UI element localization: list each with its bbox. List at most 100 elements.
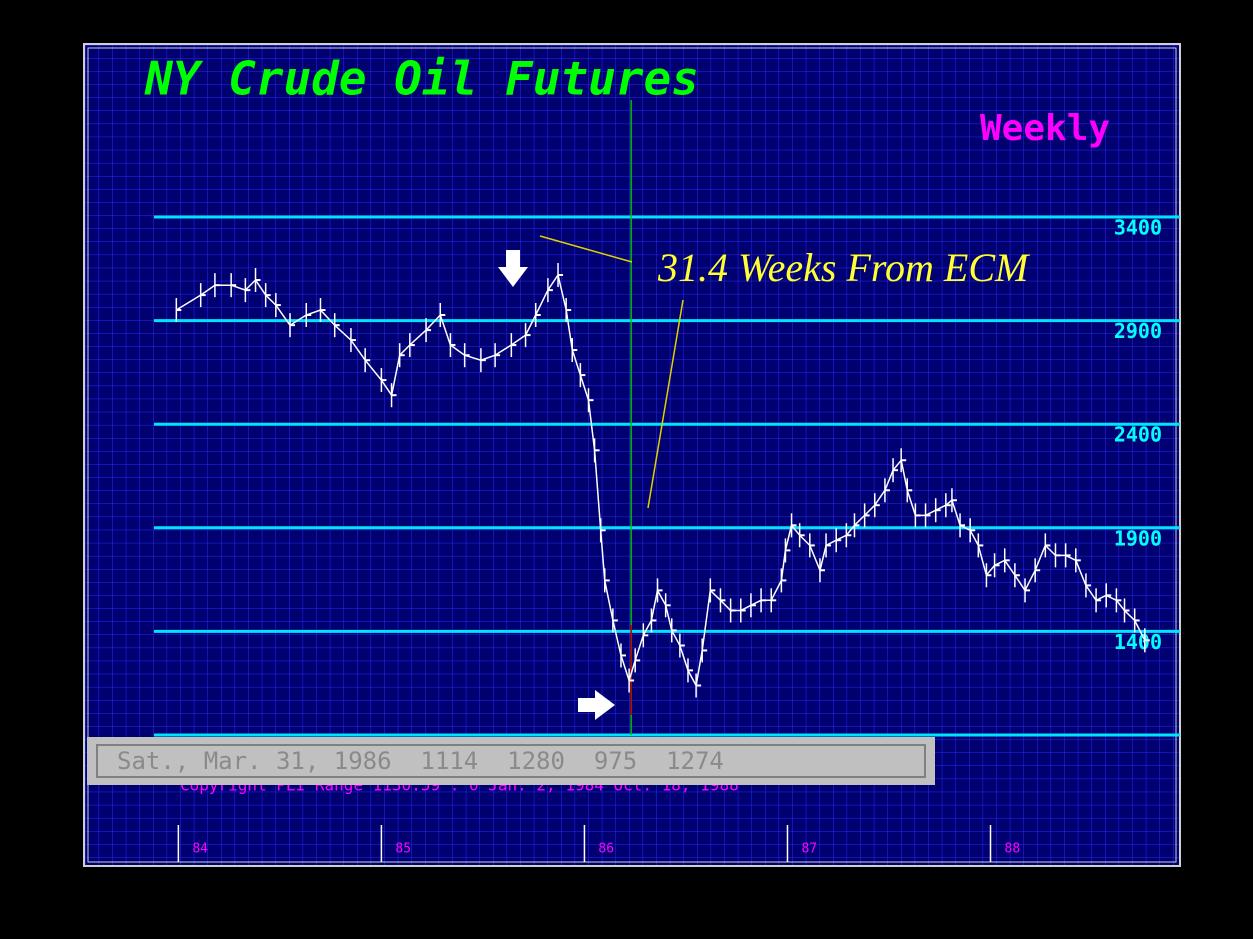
- price-bar: [845, 523, 852, 548]
- price-bar: [709, 578, 716, 603]
- price-bar: [863, 503, 870, 528]
- price-bar: [214, 273, 220, 298]
- price-bar: [449, 333, 456, 358]
- price-bar: [1044, 533, 1051, 558]
- x-tick-label: 88: [1005, 842, 1021, 857]
- chart-title: NY Crude Oil Futures: [144, 52, 699, 106]
- price-bar: [319, 298, 326, 323]
- price-bar: [1095, 588, 1102, 613]
- status-text: Sat., Mar. 31, 1986 1114 1280 975 1274: [117, 747, 724, 775]
- price-bar: [900, 448, 907, 473]
- price-bar: [729, 598, 736, 623]
- price-bar: [740, 598, 746, 623]
- price-bar: [770, 588, 777, 613]
- price-bar: [701, 638, 708, 663]
- price-bar: [480, 348, 486, 373]
- price-bar: [679, 633, 685, 658]
- price-bar: [593, 438, 600, 463]
- price-bar: [853, 513, 860, 538]
- price-bar: [951, 488, 957, 513]
- price-bar: [656, 578, 663, 603]
- price-bar: [1024, 578, 1031, 603]
- y-tick-label: 2900: [1114, 319, 1162, 343]
- price-bar: [1085, 573, 1091, 598]
- price-bar: [409, 333, 415, 358]
- x-tick-label: 86: [598, 842, 614, 857]
- price-bar: [780, 568, 787, 593]
- price-bar: [959, 513, 966, 538]
- price-bar: [790, 513, 797, 538]
- price-bar: [924, 503, 931, 528]
- price-bar: [275, 293, 281, 318]
- x-tick-label: 85: [395, 842, 411, 857]
- price-bar: [620, 643, 626, 668]
- annotation-leader: [647, 299, 684, 509]
- chart-subtitle: Weekly: [980, 108, 1110, 149]
- price-bar: [390, 383, 397, 408]
- price-bar: [628, 668, 635, 693]
- price-bar: [289, 313, 296, 338]
- price-bar: [884, 478, 890, 503]
- price-bar: [809, 533, 815, 558]
- price-bar: [914, 503, 921, 528]
- price-bar: [398, 343, 405, 368]
- status-box: [96, 744, 926, 778]
- price-bar: [524, 323, 531, 348]
- y-tick-label: 2400: [1114, 423, 1162, 447]
- price-bar: [687, 658, 693, 683]
- price-bar: [364, 348, 371, 373]
- x-tick-label: 84: [192, 842, 208, 857]
- price-bar: [664, 593, 671, 618]
- price-bar: [784, 538, 791, 563]
- arrow-down: [498, 250, 528, 287]
- price-bar: [380, 368, 387, 393]
- price-bar: [244, 278, 251, 303]
- price-bar: [1133, 608, 1140, 633]
- price-bar: [945, 493, 951, 518]
- grid-pattern: [85, 45, 1179, 865]
- arrow-right: [578, 690, 615, 720]
- price-bar: [439, 303, 446, 328]
- price-bar: [599, 518, 606, 543]
- price-bar: [463, 343, 470, 368]
- price-bar: [670, 618, 677, 643]
- price-bar: [977, 533, 984, 558]
- inner-frame: [87, 47, 1177, 863]
- price-bar: [819, 558, 825, 583]
- price-bar: [333, 313, 340, 338]
- price-bar: [1075, 548, 1081, 573]
- price-bar: [547, 278, 553, 303]
- price-bar: [510, 333, 517, 358]
- price-bar: [985, 563, 992, 588]
- annotation: 31.4 Weeks From ECM: [657, 245, 1031, 290]
- price-bar: [1064, 543, 1071, 568]
- price-bar: [534, 303, 541, 328]
- price-bar: [494, 343, 501, 368]
- price-bar: [557, 263, 564, 288]
- price-bar: [1105, 583, 1112, 608]
- price-bar: [835, 528, 842, 553]
- price-bar: [565, 298, 572, 323]
- price-bar: [603, 568, 610, 593]
- price-bar: [906, 478, 913, 503]
- price-bar: [230, 273, 237, 298]
- price-bar: [199, 283, 206, 308]
- price-bar: [1115, 588, 1122, 613]
- price-bar: [750, 593, 756, 618]
- x-tick-label: 87: [801, 842, 817, 857]
- price-bar: [254, 267, 261, 292]
- price-bar: [1014, 563, 1020, 588]
- price-bar: [969, 518, 976, 543]
- price-bar: [1034, 558, 1041, 583]
- price-bar: [579, 363, 586, 388]
- price-bar: [425, 318, 432, 343]
- price-bar: [719, 588, 726, 613]
- price-bar: [993, 553, 1000, 578]
- price-bar: [825, 533, 832, 558]
- price-bar: [1003, 548, 1010, 573]
- price-bar: [642, 623, 649, 648]
- price-bar: [695, 673, 702, 698]
- price-bar: [305, 303, 312, 328]
